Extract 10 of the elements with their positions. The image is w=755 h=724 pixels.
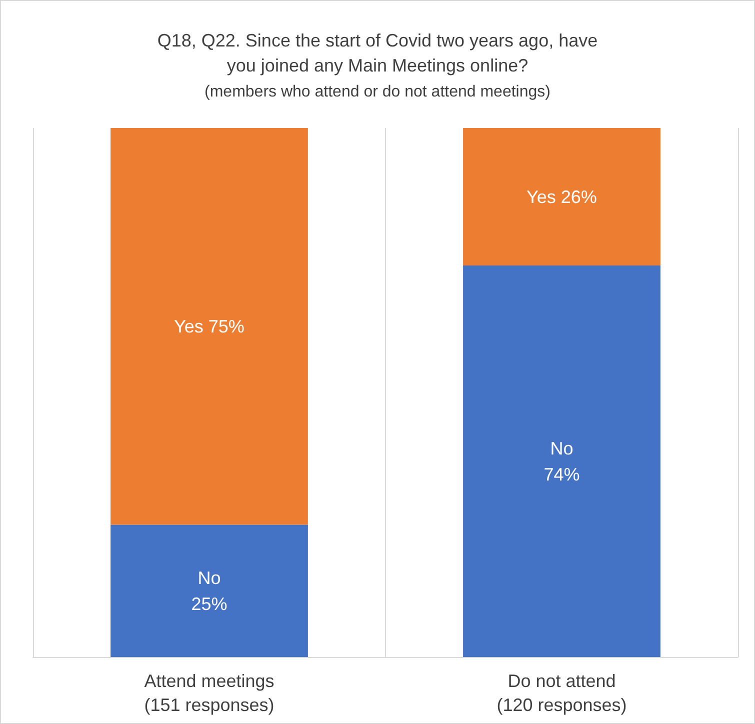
text: Yes 26% bbox=[526, 186, 597, 207]
text: No bbox=[550, 438, 574, 458]
chart-subtitle: (members who attend or do not attend meetings) bbox=[204, 84, 550, 100]
data-label: 25% bbox=[191, 594, 228, 614]
x-tick-label: Do not attend (120 responses) bbox=[496, 671, 627, 715]
series-label: No bbox=[198, 568, 221, 588]
x-tick-label: Attend meetings (151 responses) bbox=[144, 671, 274, 715]
data-label: 74% bbox=[544, 464, 580, 484]
chart-title: Q18, Q22. Since the start of Covid two years ago, have you joined any Main Meetings online? bbox=[157, 30, 598, 76]
text: Yes 75% bbox=[174, 316, 244, 336]
